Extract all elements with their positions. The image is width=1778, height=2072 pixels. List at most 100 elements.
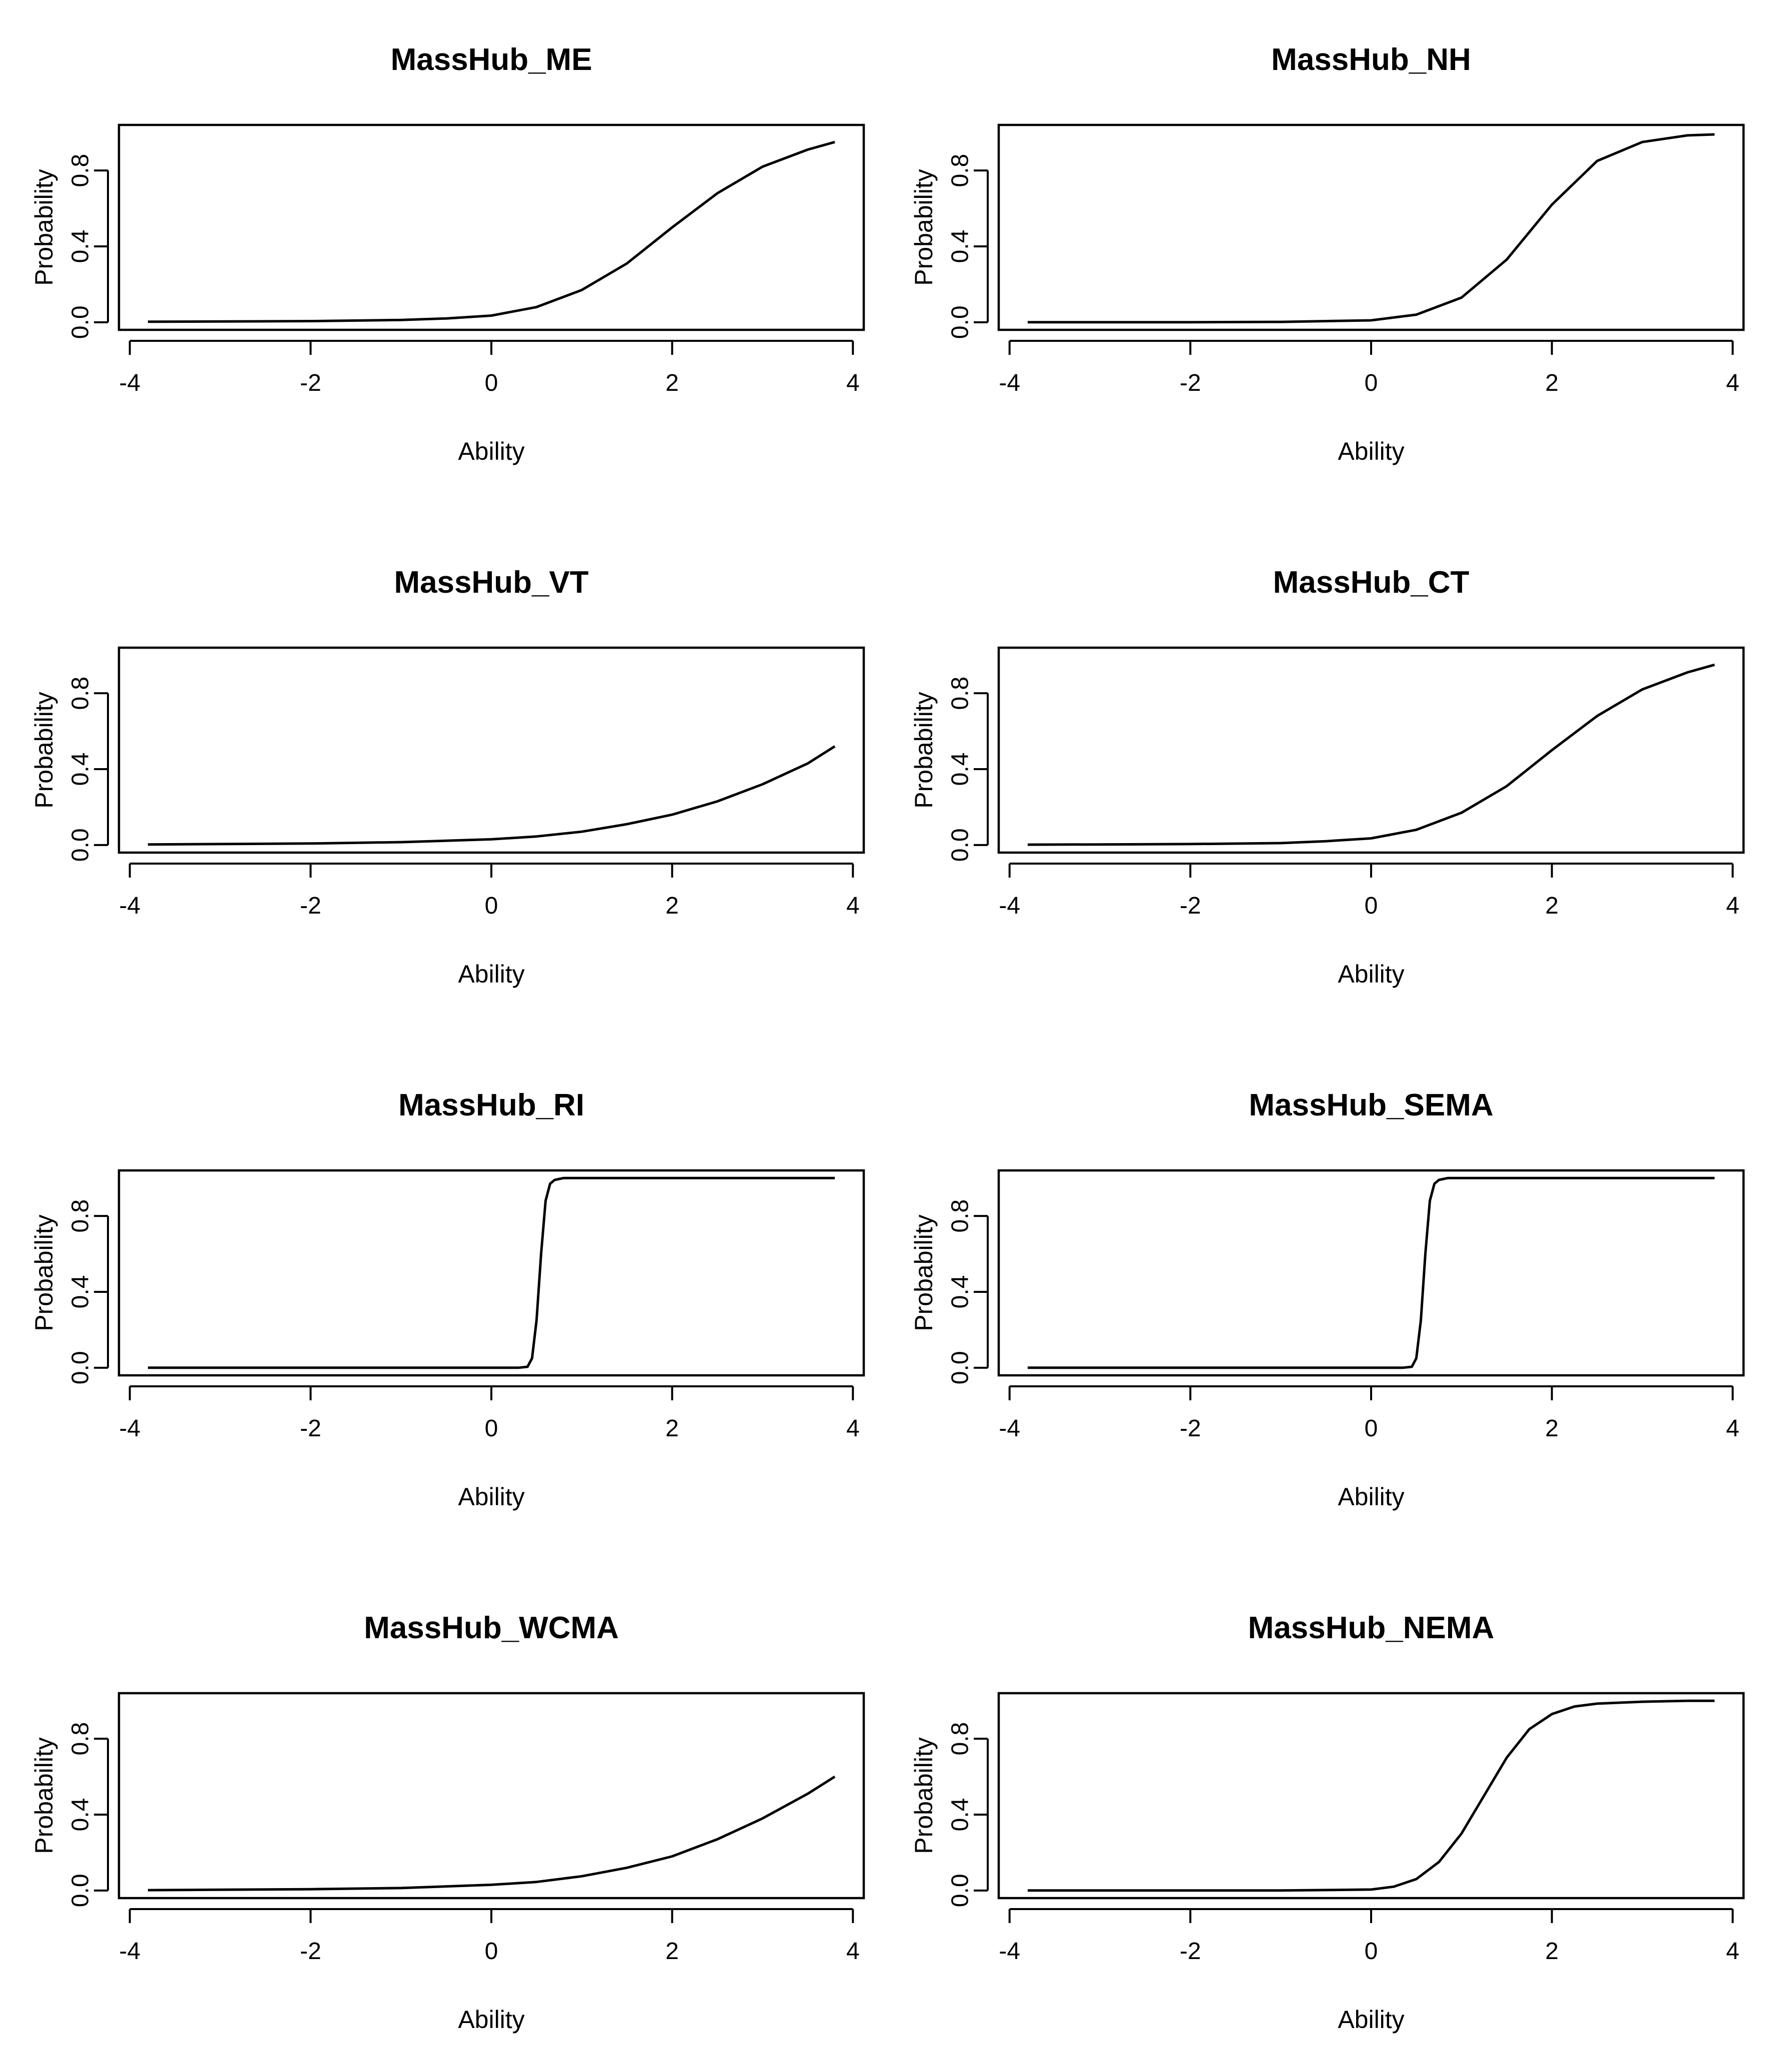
x-tick-label: -4 (999, 370, 1020, 396)
chart-panel-1: MassHub_ME -4 -2 0 2 4 Ability 0.0 0.4 0.8 Probabi… (30, 42, 865, 465)
y-axis-label: Probability (30, 1737, 58, 1854)
chart-panel-6: MassHub_SEMA -4 -2 0 2 4 Ability 0.0 0.4 0.8 Proba… (910, 1088, 1745, 1511)
chart-title: MassHub_VT (394, 565, 588, 600)
x-tick-label: 4 (1726, 1938, 1740, 1965)
x-tick-label: -2 (300, 1938, 321, 1965)
curve-line (1027, 1699, 1715, 1892)
plot-frame (117, 646, 865, 854)
x-tick-label: -4 (999, 1415, 1020, 1442)
x-tick-label: -4 (119, 370, 140, 396)
x-tick-label: 2 (1545, 893, 1559, 919)
y-axis-label: Probability (910, 1737, 938, 1854)
x-tick-label: -2 (1180, 370, 1201, 396)
curve-line (147, 745, 836, 846)
y-tick-label: 0.8 (947, 154, 974, 187)
chart-title: MassHub_RI (398, 1088, 584, 1122)
chart-title: MassHub_NH (1271, 42, 1471, 77)
x-axis-label: Ability (458, 1483, 524, 1511)
y-tick-label: 0.8 (947, 677, 974, 710)
x-axis-label: Ability (458, 960, 524, 988)
x-tick-label: -2 (1180, 1415, 1201, 1442)
x-tick-label: 0 (1365, 1415, 1378, 1442)
chart-panel-4: MassHub_CT -4 -2 0 2 4 Ability 0.0 0.4 0.8 Probabi… (910, 565, 1745, 988)
x-tick-label: 0 (485, 893, 498, 919)
y-tick-label: 0.4 (947, 230, 974, 263)
y-axis-label: Probability (910, 692, 938, 808)
x-tick-label: -4 (999, 893, 1020, 919)
x-axis-label: Ability (1338, 2006, 1404, 2034)
x-tick-label: 4 (1726, 1415, 1740, 1442)
plot-frame (117, 123, 865, 331)
x-tick-label: -4 (999, 1938, 1020, 1965)
y-tick-label: 0.4 (947, 1798, 974, 1832)
x-tick-label: 2 (1545, 370, 1559, 396)
x-tick-label: 2 (665, 370, 679, 396)
x-axis-label: Ability (1338, 437, 1404, 465)
plot-frame (117, 1692, 865, 1900)
x-tick-label: 2 (1545, 1938, 1559, 1965)
x-tick-label: -2 (1180, 1938, 1201, 1965)
y-tick-label: 0.8 (67, 154, 94, 187)
x-tick-label: 0 (485, 1415, 498, 1442)
x-tick-label: -4 (119, 893, 140, 919)
y-tick-label: 0.8 (947, 1722, 974, 1756)
curve-line (147, 1176, 835, 1369)
y-tick-label: 0.0 (947, 828, 974, 862)
y-tick-label: 0.0 (947, 1874, 974, 1907)
x-tick-label: 2 (1545, 1415, 1559, 1442)
y-axis-label: Probability (30, 169, 58, 285)
x-axis-label: Ability (458, 437, 524, 465)
y-tick-label: 0.0 (67, 1351, 94, 1384)
y-tick-label: 0.0 (947, 305, 974, 339)
y-tick-label: 0.0 (947, 1351, 974, 1384)
plot-frame (997, 1169, 1745, 1377)
curve-line (1027, 663, 1715, 846)
plot-frame (997, 646, 1745, 854)
y-tick-label: 0.0 (67, 1874, 94, 1907)
y-axis-label: Probability (910, 1214, 938, 1331)
x-tick-label: 4 (846, 1938, 860, 1965)
x-tick-label: -2 (300, 370, 321, 396)
x-tick-label: 0 (485, 1938, 498, 1965)
y-tick-label: 0.8 (67, 1199, 94, 1233)
x-tick-label: -4 (119, 1938, 140, 1965)
x-axis-label: Ability (1338, 1483, 1404, 1511)
x-axis-label: Ability (1338, 960, 1404, 988)
y-tick-label: 0.0 (67, 305, 94, 339)
x-tick-label: 4 (1726, 893, 1740, 919)
curve-line (147, 140, 835, 323)
y-tick-label: 0.4 (67, 753, 94, 786)
chart-title: MassHub_CT (1273, 565, 1470, 600)
chart-panel-2: MassHub_NH -4 -2 0 2 4 Ability 0.0 0.4 0.8 Probabi… (910, 42, 1745, 465)
plot-frame (117, 1169, 865, 1377)
x-tick-label: 4 (846, 1415, 860, 1442)
y-tick-label: 0.4 (947, 1275, 974, 1309)
y-tick-label: 0.4 (947, 753, 974, 786)
y-axis-label: Probability (30, 692, 58, 808)
x-tick-label: 0 (1365, 893, 1378, 919)
x-tick-label: 0 (1365, 1938, 1378, 1965)
y-axis-label: Probability (30, 1214, 58, 1331)
x-tick-label: 4 (846, 893, 860, 919)
x-tick-label: 2 (665, 893, 679, 919)
chart-title: MassHub_WCMA (364, 1611, 619, 1645)
curve-line (1027, 1176, 1715, 1369)
plot-frame (997, 123, 1745, 331)
y-tick-label: 0.0 (67, 828, 94, 862)
chart-title: MassHub_SEMA (1249, 1088, 1493, 1122)
y-tick-label: 0.8 (67, 677, 94, 710)
y-axis-label: Probability (910, 169, 938, 285)
chart-panel-7: MassHub_WCMA -4 -2 0 2 4 Ability 0.0 0.4 0.8 Proba… (30, 1611, 865, 2034)
chart-panel-8: MassHub_NEMA -4 -2 0 2 4 Ability 0.0 0.4 0.8 Proba… (910, 1611, 1745, 2034)
x-axis-label: Ability (458, 2006, 524, 2034)
x-tick-label: -2 (300, 893, 321, 919)
x-tick-label: -2 (300, 1415, 321, 1442)
x-tick-label: -4 (119, 1415, 140, 1442)
x-tick-label: 2 (665, 1938, 679, 1965)
x-tick-label: -2 (1180, 893, 1201, 919)
x-tick-label: 2 (665, 1415, 679, 1442)
x-tick-label: 0 (485, 370, 498, 396)
x-tick-label: 4 (1726, 370, 1740, 396)
